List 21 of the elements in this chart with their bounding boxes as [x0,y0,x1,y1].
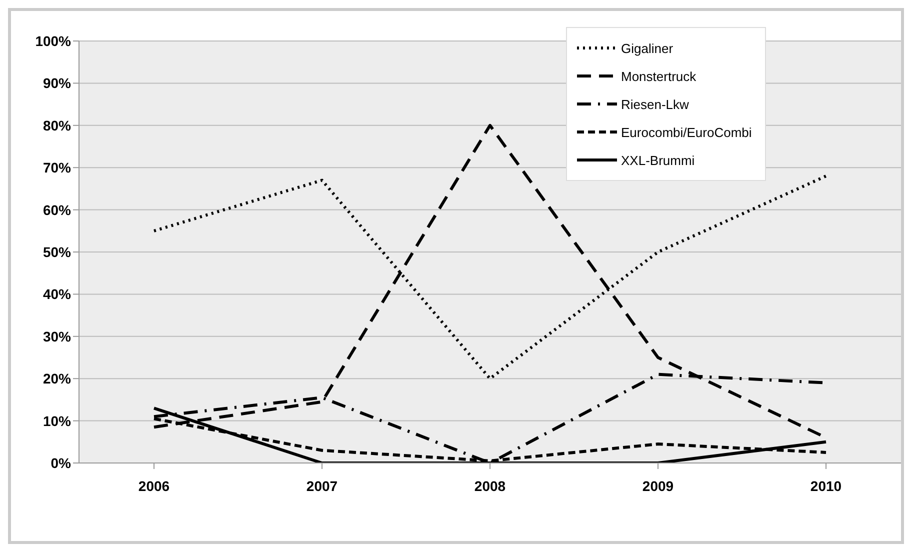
y-tick-label: 40% [42,286,72,302]
legend-label: Gigaliner [621,40,674,56]
y-tick-label: 90% [42,75,72,92]
y-tick-label: 50% [42,244,72,260]
y-tick-label: 80% [42,117,72,134]
y-tick-label: 20% [42,370,72,387]
x-tick-label: 2007 [306,478,338,494]
x-tick-label: 2006 [138,478,170,494]
x-tick-label: 2009 [642,478,674,494]
legend-label: Riesen-Lkw [621,96,689,112]
y-tick-label: 100% [35,32,72,49]
y-tick-label: 70% [42,160,72,176]
x-tick-label: 2010 [810,478,842,494]
legend-label: Eurocombi/EuroCombi [621,124,752,140]
x-tick-label: 2008 [474,478,506,494]
y-tick-label: 60% [42,202,72,218]
y-tick-label: 30% [42,328,72,344]
y-tick-label: 10% [42,412,72,429]
legend-label: XXL-Brummi [621,152,695,168]
legend-label: Monstertruck [621,68,696,84]
y-tick-label: 0% [50,454,72,471]
